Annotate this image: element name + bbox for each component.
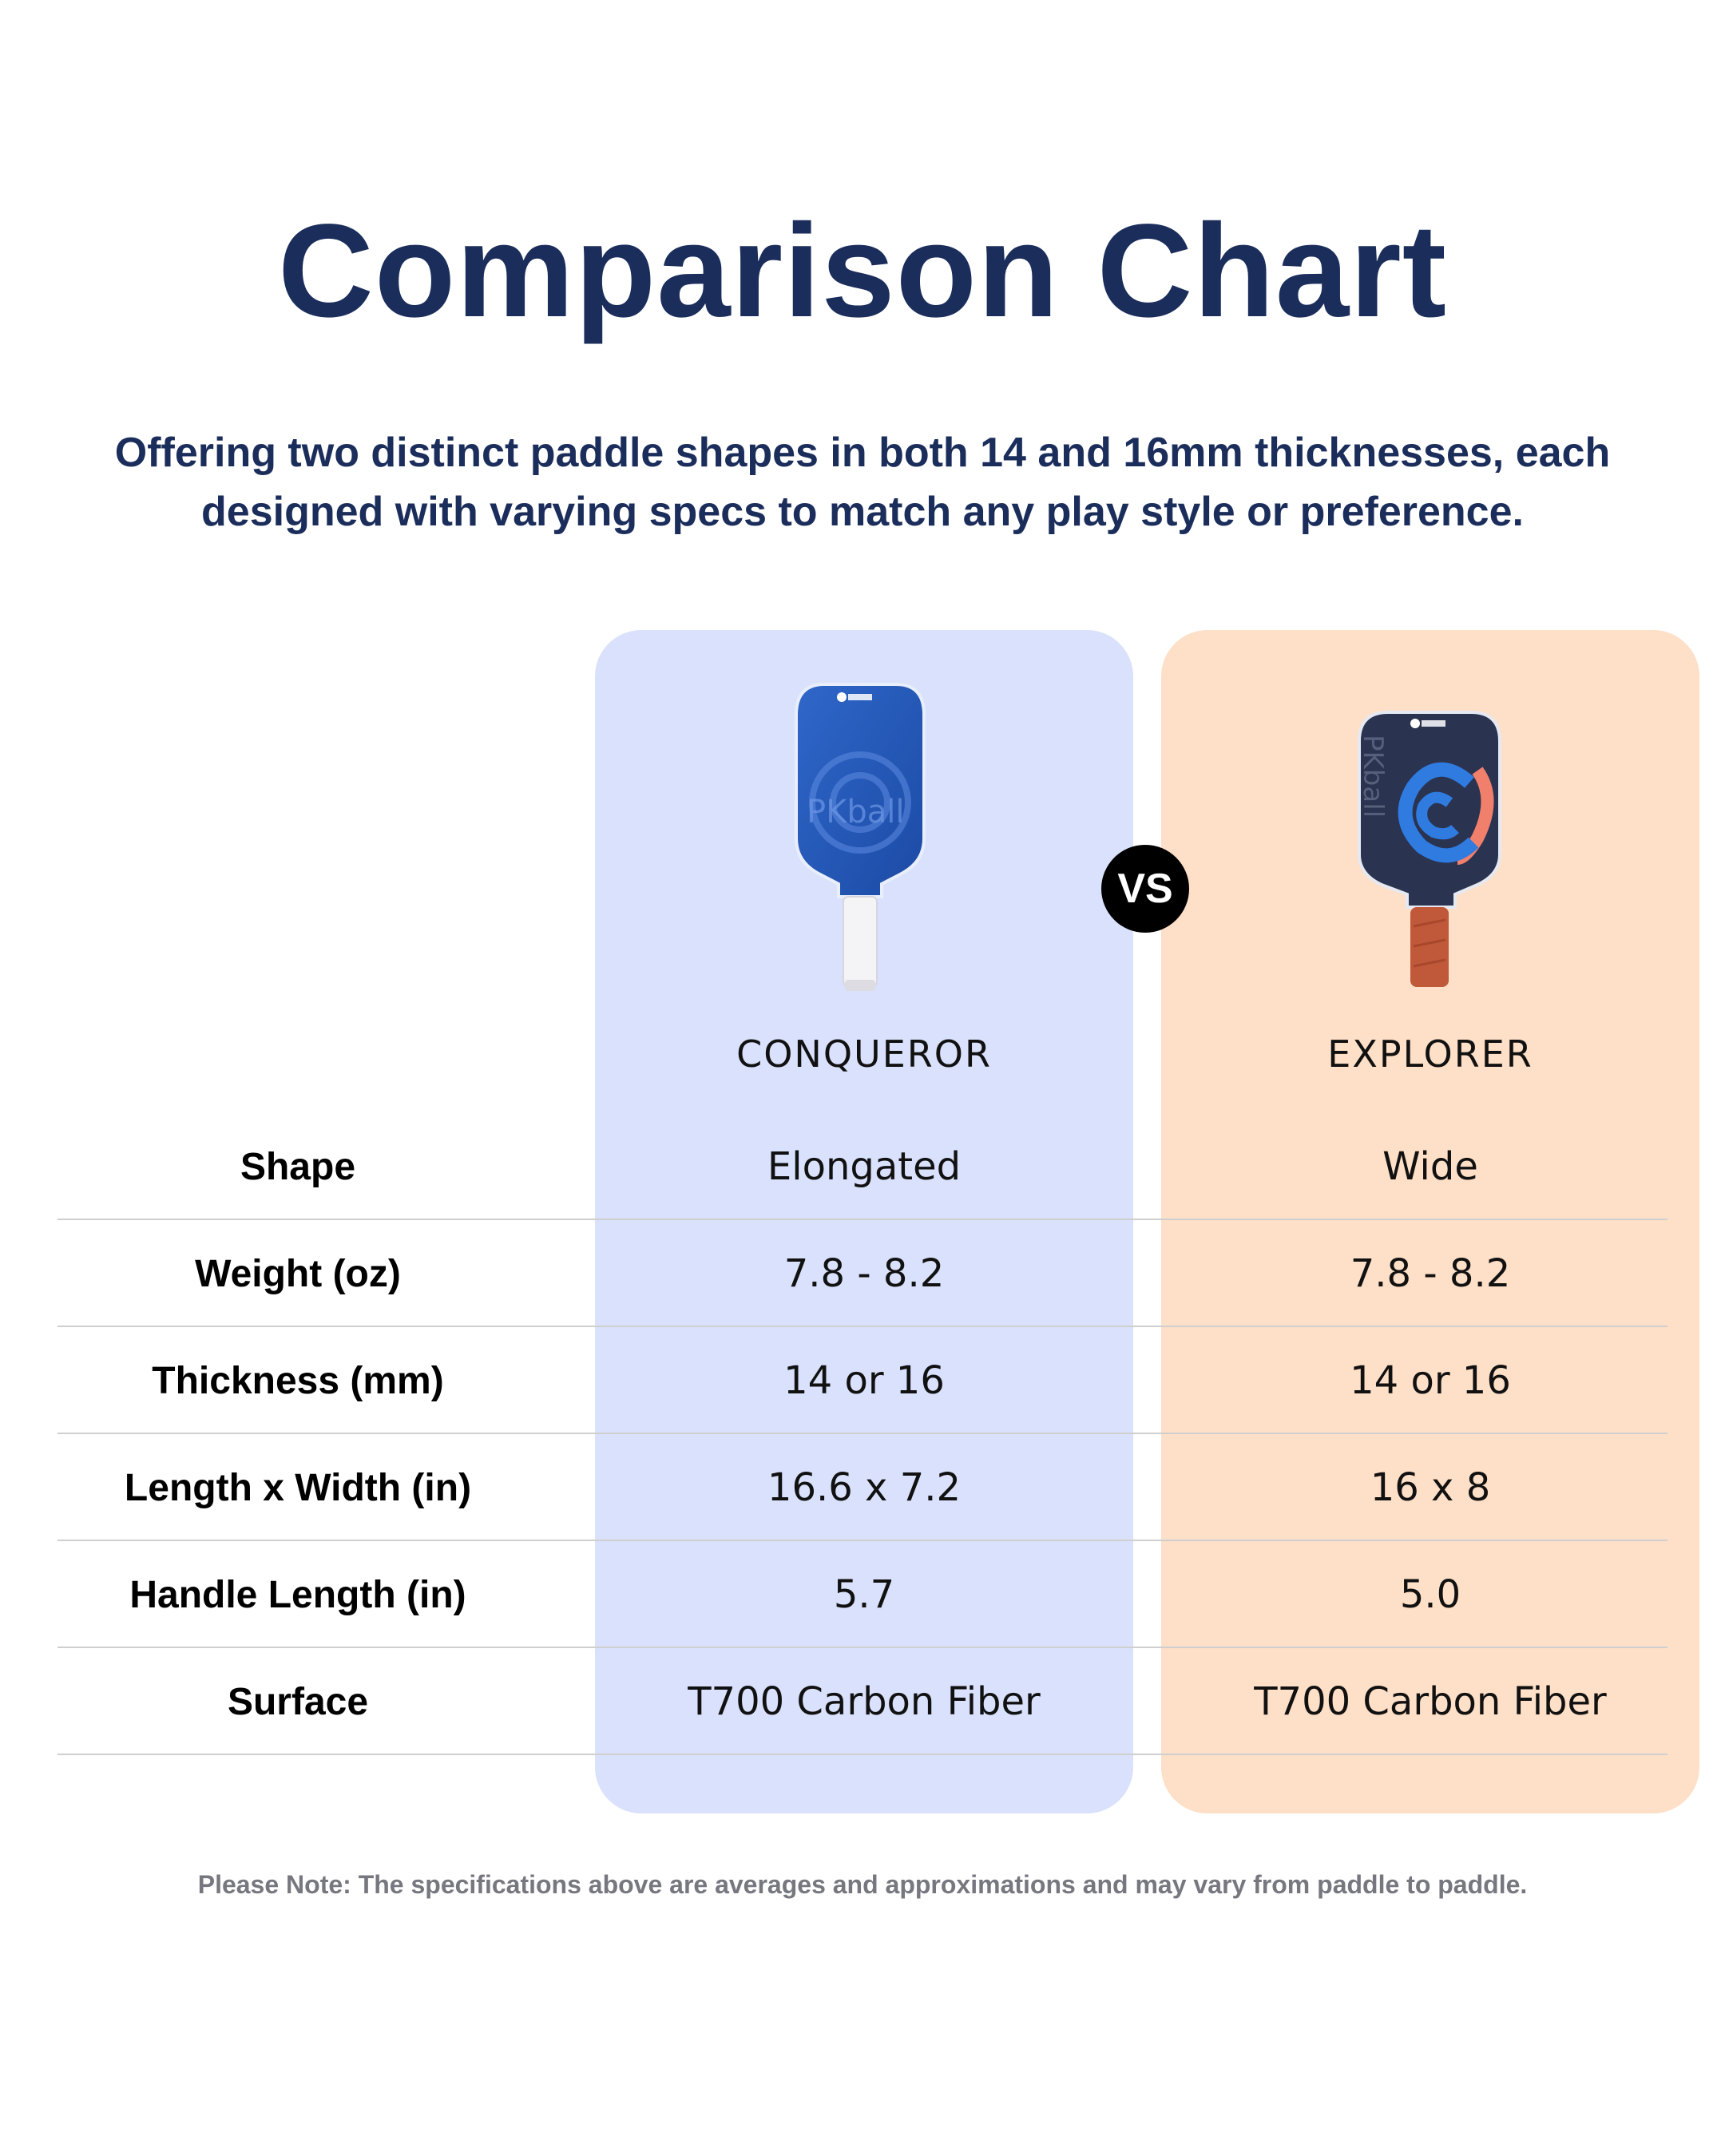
- explorer-value: Wide: [1382, 1144, 1478, 1189]
- row-divider: [58, 1326, 1668, 1327]
- product-name-conqueror: CONQUEROR: [736, 1032, 992, 1076]
- row-divider: [58, 1647, 1668, 1648]
- spec-label: Length x Width (in): [124, 1466, 472, 1509]
- conqueror-value: 7.8 - 8.2: [783, 1251, 945, 1296]
- conqueror-value: 5.7: [833, 1572, 895, 1617]
- explorer-paddle-brand: PKball: [1358, 735, 1389, 818]
- explorer-value: T700 Carbon Fiber: [1254, 1679, 1607, 1724]
- conqueror-paddle-brand: PKball: [807, 794, 904, 830]
- spec-label: Thickness (mm): [152, 1359, 444, 1402]
- conqueror-value: T700 Carbon Fiber: [688, 1679, 1041, 1724]
- row-divider: [58, 1433, 1668, 1434]
- explorer-value: 5.0: [1399, 1572, 1461, 1617]
- spec-row-length-width: Length x Width (in) 16.6 x 7.2 16 x 8: [58, 1434, 1668, 1541]
- explorer-value: 14 or 16: [1350, 1358, 1511, 1403]
- row-divider: [58, 1540, 1668, 1541]
- row-divider: [58, 1219, 1668, 1220]
- explorer-value: 7.8 - 8.2: [1350, 1251, 1511, 1296]
- conqueror-value: Elongated: [767, 1144, 962, 1189]
- explorer-paddle-image: PKball: [1358, 711, 1501, 987]
- spec-label: Handle Length (in): [129, 1573, 466, 1616]
- conqueror-value: 16.6 x 7.2: [767, 1465, 962, 1510]
- spec-row-handle-length: Handle Length (in) 5.7 5.0: [58, 1541, 1668, 1648]
- page-title: Comparison Chart: [277, 197, 1448, 345]
- spec-row-shape: Shape Elongated Wide: [58, 1113, 1668, 1220]
- spec-row-surface: Surface T700 Carbon Fiber T700 Carbon Fi…: [58, 1648, 1668, 1755]
- spec-row-weight: Weight (oz) 7.8 - 8.2 7.8 - 8.2: [58, 1220, 1668, 1327]
- vs-badge: VS: [1101, 845, 1189, 933]
- disclaimer-note: Please Note: The specifications above ar…: [197, 1870, 1528, 1899]
- row-divider: [58, 1754, 1668, 1755]
- spec-label: Shape: [240, 1145, 356, 1188]
- page-subtitle: Offering two distinct paddle shapes in b…: [114, 430, 1611, 535]
- explorer-value: 16 x 8: [1370, 1465, 1491, 1510]
- conqueror-value: 14 or 16: [783, 1358, 945, 1403]
- spec-label: Surface: [227, 1680, 369, 1723]
- spec-row-thickness: Thickness (mm) 14 or 16 14 or 16: [58, 1327, 1668, 1434]
- product-name-explorer: EXPLORER: [1327, 1032, 1533, 1076]
- conqueror-paddle-image: PKball: [795, 683, 926, 991]
- spec-label: Weight (oz): [195, 1252, 401, 1295]
